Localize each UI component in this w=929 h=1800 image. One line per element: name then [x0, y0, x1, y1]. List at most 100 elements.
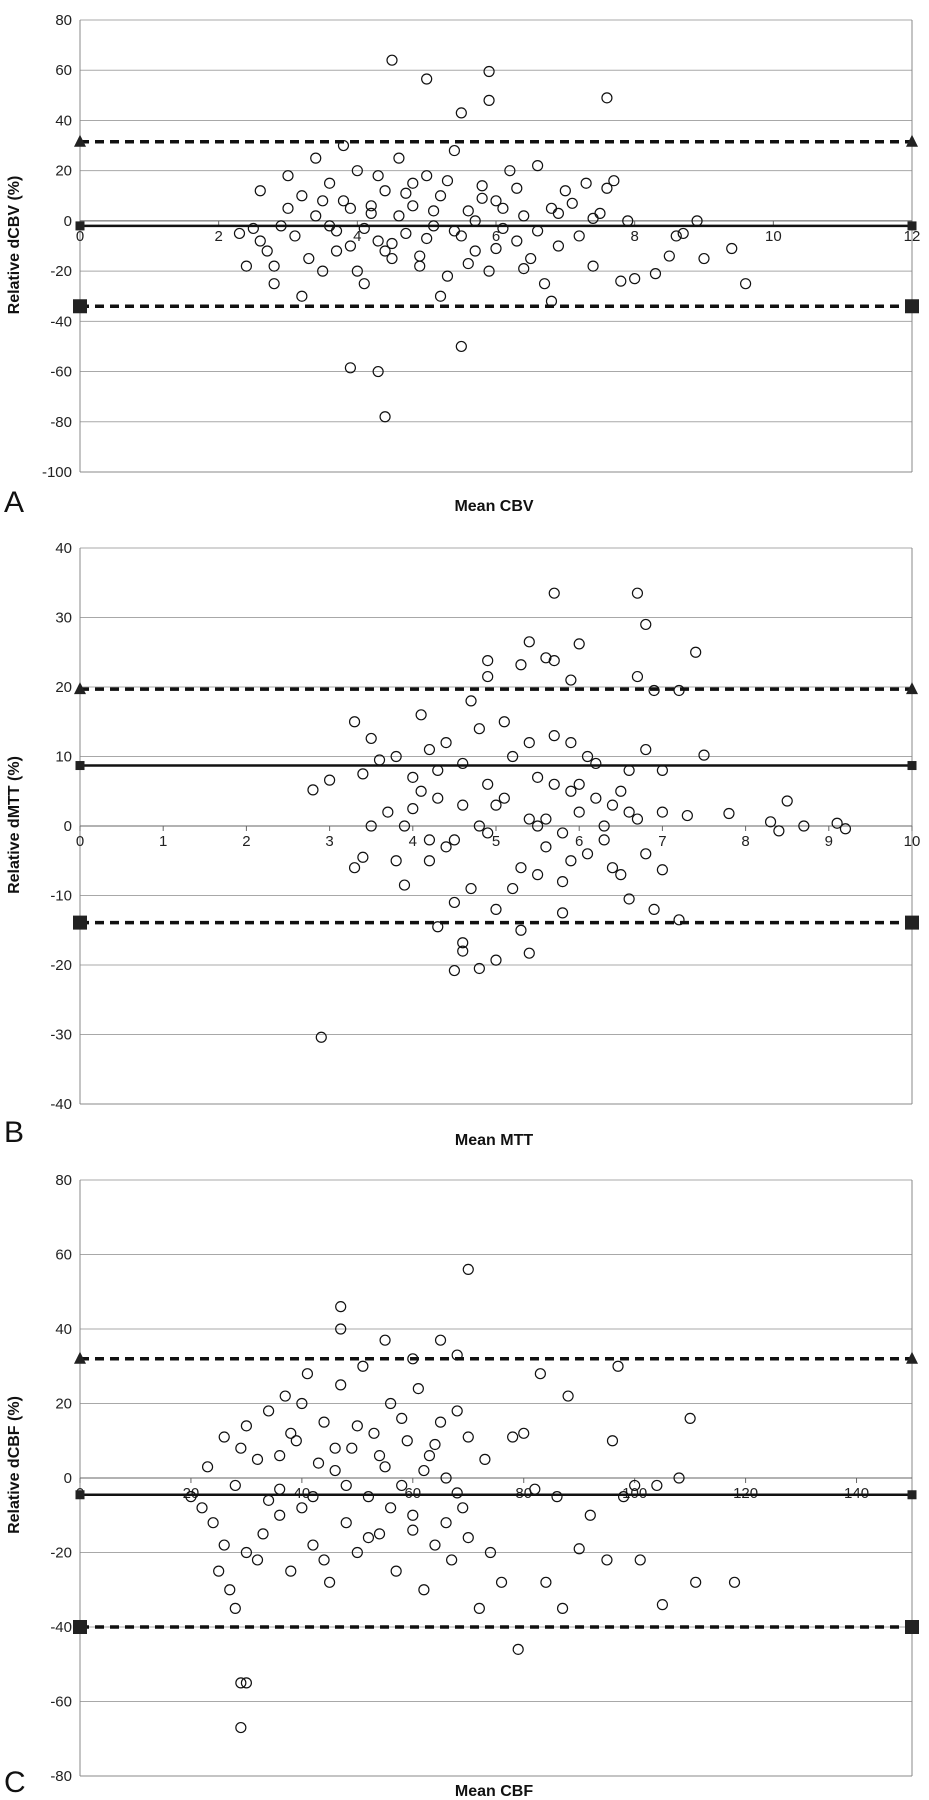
- data-point: [497, 222, 509, 235]
- data-point: [407, 1524, 419, 1536]
- data-point: [317, 195, 329, 207]
- data-point: [448, 964, 460, 977]
- data-point: [421, 73, 433, 85]
- data-point: [344, 362, 356, 374]
- data-point: [415, 709, 427, 721]
- y-tick-label: 10: [55, 749, 72, 766]
- data-point: [400, 187, 412, 199]
- square-marker: [75, 1490, 85, 1500]
- data-point: [385, 1397, 397, 1410]
- data-point: [612, 1360, 624, 1372]
- data-point: [566, 197, 578, 209]
- square-marker: [73, 1620, 87, 1634]
- data-point: [663, 250, 675, 262]
- data-point: [723, 807, 735, 820]
- data-point: [484, 1546, 497, 1559]
- square-marker: [907, 761, 917, 771]
- data-point: [495, 1576, 508, 1588]
- data-point: [587, 212, 599, 224]
- data-point: [351, 265, 363, 277]
- y-tick-label: -40: [50, 313, 72, 330]
- data-point: [451, 1487, 463, 1499]
- data-point: [565, 674, 577, 686]
- data-point: [448, 144, 460, 157]
- data-point: [457, 757, 469, 770]
- data-point: [207, 1517, 219, 1529]
- x-tick-label: 2: [242, 833, 250, 850]
- data-point: [606, 799, 619, 811]
- data-point: [498, 716, 510, 728]
- data-point: [441, 270, 454, 282]
- data-point: [670, 230, 682, 242]
- y-tick-label: -80: [50, 1768, 72, 1785]
- data-point: [365, 200, 377, 212]
- data-point: [423, 743, 436, 756]
- data-point: [434, 190, 447, 202]
- x-tick-label: 20: [183, 1485, 200, 1502]
- data-point: [386, 237, 398, 250]
- square-marker: [75, 761, 85, 771]
- data-point: [393, 152, 405, 164]
- data-point: [490, 903, 502, 916]
- data-point: [282, 170, 294, 182]
- data-point: [386, 54, 398, 66]
- data-point: [623, 893, 635, 905]
- y-tick-label: 0: [64, 213, 72, 230]
- x-axis-title: Mean CBF: [455, 1783, 533, 1800]
- data-point: [296, 1397, 308, 1410]
- data-point: [649, 268, 662, 280]
- x-tick-label: 4: [353, 228, 361, 245]
- data-point: [584, 1509, 596, 1521]
- data-point: [640, 848, 652, 860]
- data-point: [615, 869, 627, 881]
- data-point: [372, 235, 384, 247]
- data-point: [218, 1431, 230, 1443]
- data-point: [385, 1502, 397, 1514]
- data-point: [279, 1390, 291, 1402]
- data-point: [490, 195, 502, 207]
- data-point: [290, 1435, 302, 1447]
- data-point: [262, 1405, 275, 1417]
- x-tick-label: 0: [76, 228, 84, 245]
- data-point: [457, 1502, 469, 1514]
- data-point: [507, 882, 519, 895]
- data-point: [429, 1438, 441, 1451]
- square-marker: [75, 221, 85, 231]
- data-point: [296, 190, 308, 202]
- data-point: [648, 684, 660, 697]
- data-point: [531, 160, 544, 172]
- data-point: [303, 252, 315, 265]
- data-point: [289, 230, 301, 242]
- data-point: [346, 1442, 358, 1454]
- data-point: [601, 1554, 613, 1566]
- data-point: [329, 1464, 341, 1477]
- data-point: [358, 278, 370, 290]
- data-point: [698, 749, 710, 761]
- x-tick-label: 1: [159, 833, 167, 850]
- x-tick-label: 6: [492, 228, 500, 245]
- data-point: [573, 806, 585, 818]
- data-point: [462, 1263, 474, 1276]
- data-point: [451, 1405, 463, 1417]
- data-point: [565, 785, 577, 797]
- square-marker: [73, 915, 87, 930]
- y-tick-label: -40: [50, 1096, 72, 1113]
- data-point: [324, 774, 336, 786]
- y-tick-label: -60: [50, 1694, 72, 1711]
- data-point: [434, 1416, 447, 1428]
- data-point: [440, 736, 452, 749]
- x-tick-label: 2: [214, 228, 222, 245]
- y-tick-label: 20: [55, 1396, 72, 1413]
- data-point: [457, 945, 469, 957]
- data-point: [317, 265, 329, 277]
- data-point: [684, 1412, 696, 1425]
- data-point: [648, 903, 660, 916]
- x-tick-label: 9: [825, 833, 833, 850]
- data-point: [482, 827, 494, 839]
- plot-area: 80 60 40 20 0 -20 -40 -60 -80 -100 0 2 4 6 8 10 12: [42, 12, 920, 481]
- y-tick-label: -10: [50, 888, 72, 905]
- data-point: [601, 182, 613, 194]
- y-tick-label: 0: [64, 818, 72, 835]
- data-point: [640, 743, 652, 756]
- data-point: [490, 799, 502, 811]
